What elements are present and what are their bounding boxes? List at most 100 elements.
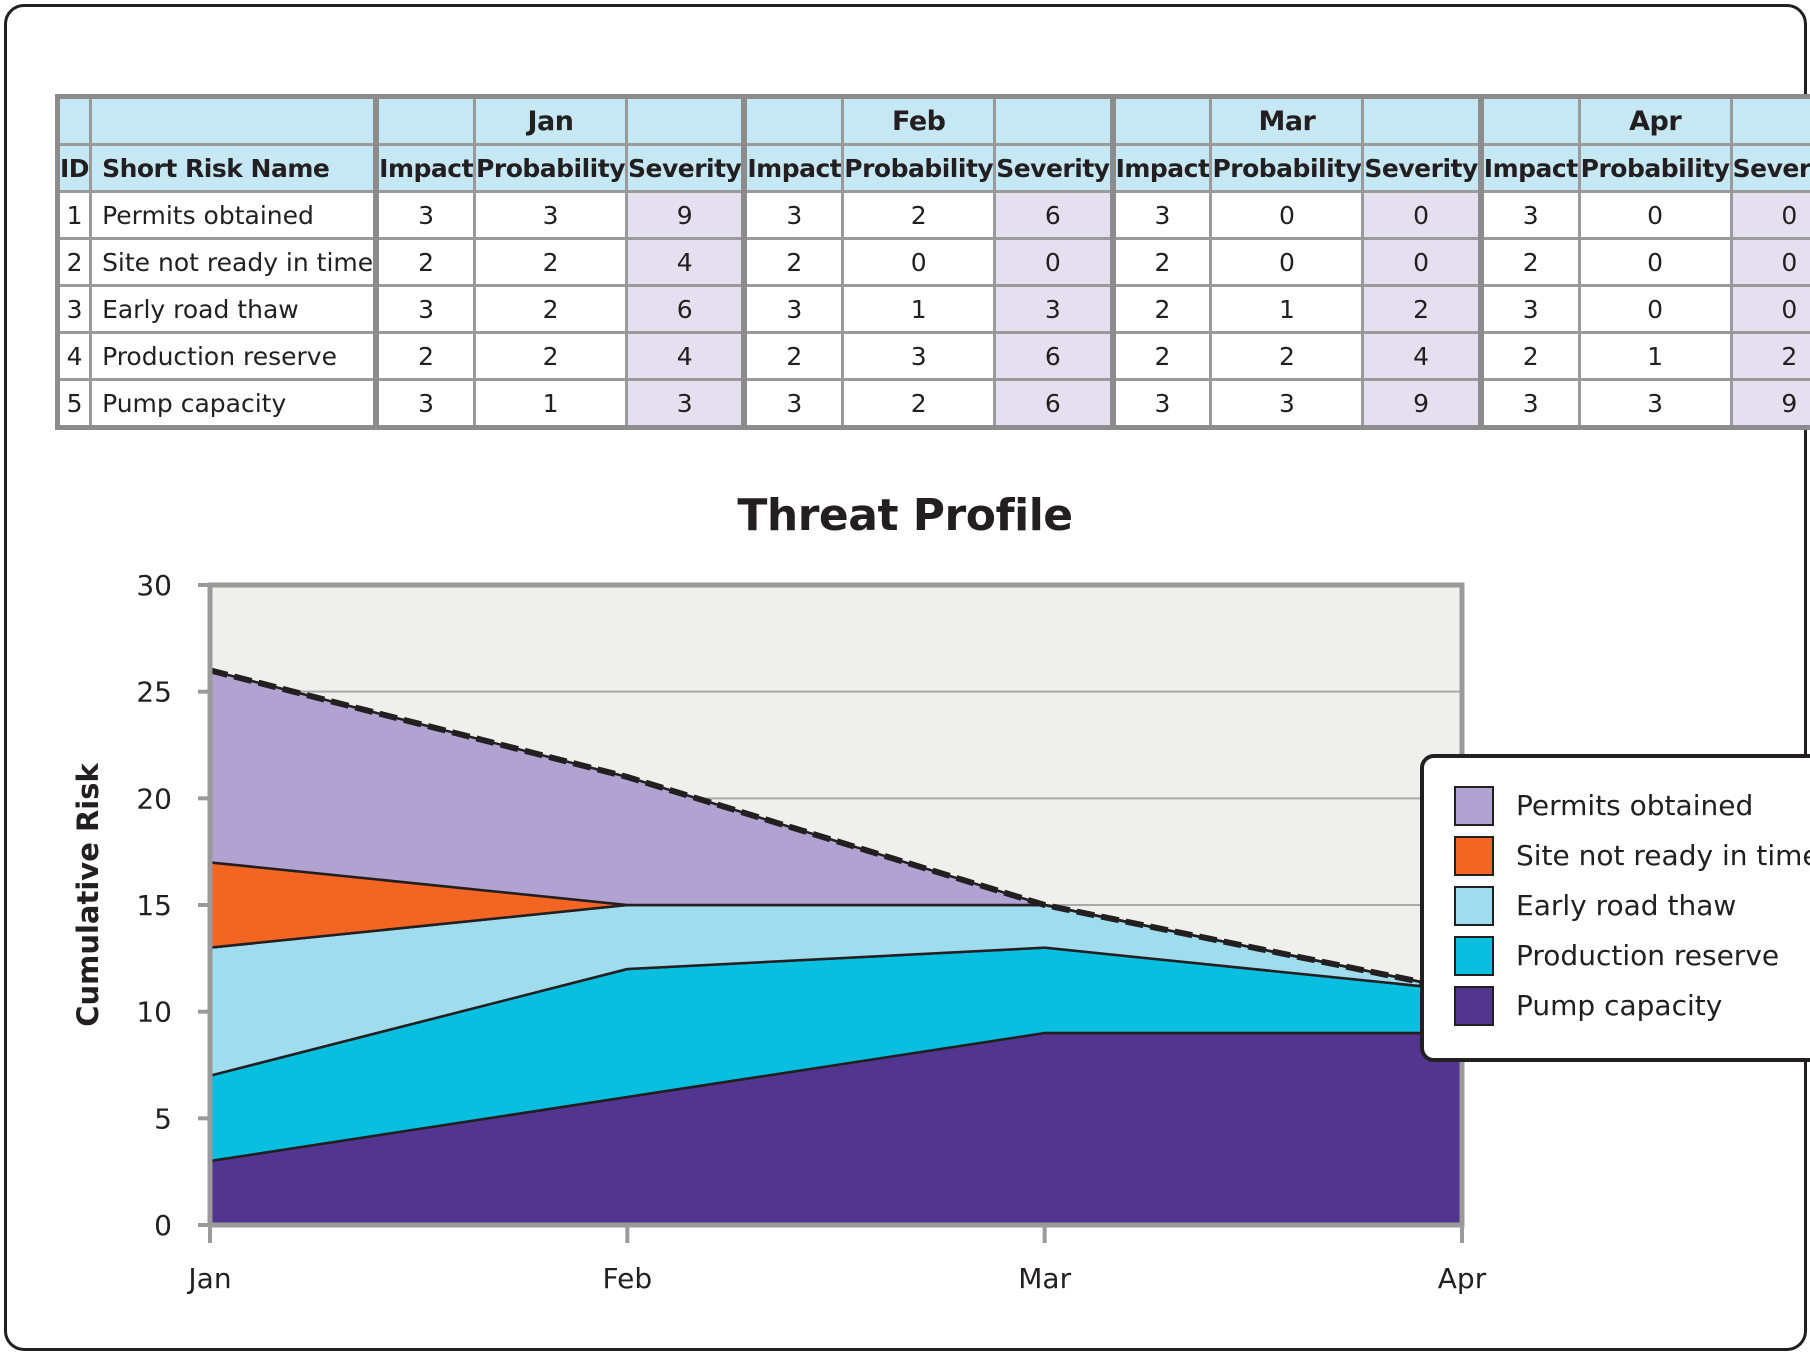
severity-cell: 0	[1729, 284, 1810, 334]
severity-cell: 0	[1729, 237, 1810, 287]
table-row: 3 Early road thaw 3 2 6 3 1 3 2 1 2 3 0 …	[55, 284, 1810, 334]
probability-cell: 1	[1209, 284, 1365, 334]
header-cell-empty	[1361, 95, 1483, 146]
total-risk-dashed-line	[209, 667, 1463, 994]
impact-cell: 3	[1477, 378, 1581, 429]
impact-cell: 2	[741, 331, 845, 381]
severity-cell: 6	[993, 190, 1115, 240]
month-header-feb: Feb	[841, 95, 997, 146]
column-header-impact: Impact	[1477, 143, 1581, 193]
severity-cell: 0	[993, 237, 1115, 287]
x-tick-label: Feb	[603, 1262, 653, 1295]
probability-cell: 2	[841, 378, 997, 429]
probability-cell: 3	[473, 190, 628, 240]
header-cell-empty	[89, 95, 378, 146]
severity-cell: 6	[993, 378, 1115, 429]
impact-cell: 3	[1477, 284, 1581, 334]
column-header-probability: Probability	[841, 143, 997, 193]
legend-swatch	[1454, 886, 1494, 926]
probability-cell: 2	[841, 190, 997, 240]
chart-title: Threat Profile	[737, 490, 1073, 541]
chart-legend: Permits obtained Site not ready in time …	[1420, 754, 1810, 1062]
row-name-cell: Early road thaw	[89, 284, 378, 334]
legend-swatch	[1454, 936, 1494, 976]
risk-table: Jan Feb Mar Apr ID Short Risk Name Impac…	[55, 94, 1810, 430]
row-id-cell: 3	[55, 284, 93, 334]
severity-cell: 2	[1361, 284, 1483, 334]
month-header-apr: Apr	[1577, 95, 1733, 146]
column-header-impact: Impact	[373, 143, 477, 193]
column-header-impact: Impact	[741, 143, 845, 193]
y-tick-label: 15	[136, 889, 172, 922]
row-name-cell: Production reserve	[89, 331, 378, 381]
table-column-header-row: ID Short Risk Name Impact Probability Se…	[55, 143, 1810, 193]
severity-cell: 0	[1361, 190, 1483, 240]
impact-cell: 3	[741, 378, 845, 429]
column-header-severity: Severity	[625, 143, 746, 193]
impact-cell: 2	[741, 237, 845, 287]
impact-cell: 2	[373, 237, 477, 287]
y-tick-label: 20	[136, 782, 172, 815]
legend-swatch	[1454, 786, 1494, 826]
probability-cell: 0	[1577, 237, 1733, 287]
impact-cell: 3	[741, 190, 845, 240]
header-cell-empty	[373, 95, 477, 146]
impact-cell: 3	[1477, 190, 1581, 240]
x-tick-label: Mar	[1018, 1262, 1071, 1295]
y-tick-label: 25	[136, 676, 172, 709]
probability-cell: 2	[473, 237, 628, 287]
severity-cell: 2	[1729, 331, 1810, 381]
legend-swatch	[1454, 986, 1494, 1026]
header-cell-empty	[625, 95, 746, 146]
header-cell-empty	[741, 95, 845, 146]
impact-cell: 3	[373, 378, 477, 429]
column-header-severity: Severity	[993, 143, 1115, 193]
row-name-cell: Pump capacity	[89, 378, 378, 429]
probability-cell: 2	[1209, 331, 1365, 381]
impact-cell: 3	[1109, 190, 1213, 240]
month-header-mar: Mar	[1209, 95, 1365, 146]
y-tick-label: 30	[136, 569, 172, 602]
impact-cell: 2	[1477, 237, 1581, 287]
column-header-severity: Severity	[1729, 143, 1810, 193]
y-tick-label: 5	[154, 1102, 172, 1135]
severity-cell: 6	[625, 284, 746, 334]
table-row: 1 Permits obtained 3 3 9 3 2 6 3 0 0 3 0…	[55, 190, 1810, 240]
severity-cell: 0	[1361, 237, 1483, 287]
impact-cell: 3	[1109, 378, 1213, 429]
severity-cell: 3	[993, 284, 1115, 334]
probability-cell: 1	[841, 284, 997, 334]
probability-cell: 2	[473, 331, 628, 381]
legend-label: Pump capacity	[1516, 989, 1723, 1022]
table-month-header-row: Jan Feb Mar Apr	[55, 95, 1810, 146]
row-name-cell: Permits obtained	[89, 190, 378, 240]
x-tick-label: Jan	[186, 1262, 231, 1295]
severity-cell: 4	[625, 237, 746, 287]
header-cell-empty	[1729, 95, 1810, 146]
probability-cell: 0	[1209, 237, 1365, 287]
severity-cell: 9	[625, 190, 746, 240]
row-id-cell: 4	[55, 331, 93, 381]
row-id-cell: 2	[55, 237, 93, 287]
probability-cell: 3	[1209, 378, 1365, 429]
impact-cell: 2	[1109, 331, 1213, 381]
header-cell-empty	[1109, 95, 1213, 146]
impact-cell: 3	[373, 284, 477, 334]
header-cell-empty	[55, 95, 93, 146]
impact-cell: 3	[373, 190, 477, 240]
severity-cell: 0	[1729, 190, 1810, 240]
table-row: 4 Production reserve 2 2 4 2 3 6 2 2 4 2…	[55, 331, 1810, 381]
probability-cell: 2	[473, 284, 628, 334]
y-tick-label: 10	[136, 996, 172, 1029]
column-header-probability: Probability	[473, 143, 628, 193]
column-header-severity: Severity	[1361, 143, 1483, 193]
column-header-probability: Probability	[1209, 143, 1365, 193]
column-header-probability: Probability	[1577, 143, 1733, 193]
probability-cell: 1	[473, 378, 628, 429]
severity-cell: 4	[625, 331, 746, 381]
probability-cell: 1	[1577, 331, 1733, 381]
row-id-cell: 1	[55, 190, 93, 240]
probability-cell: 3	[1577, 378, 1733, 429]
impact-cell: 2	[1109, 237, 1213, 287]
